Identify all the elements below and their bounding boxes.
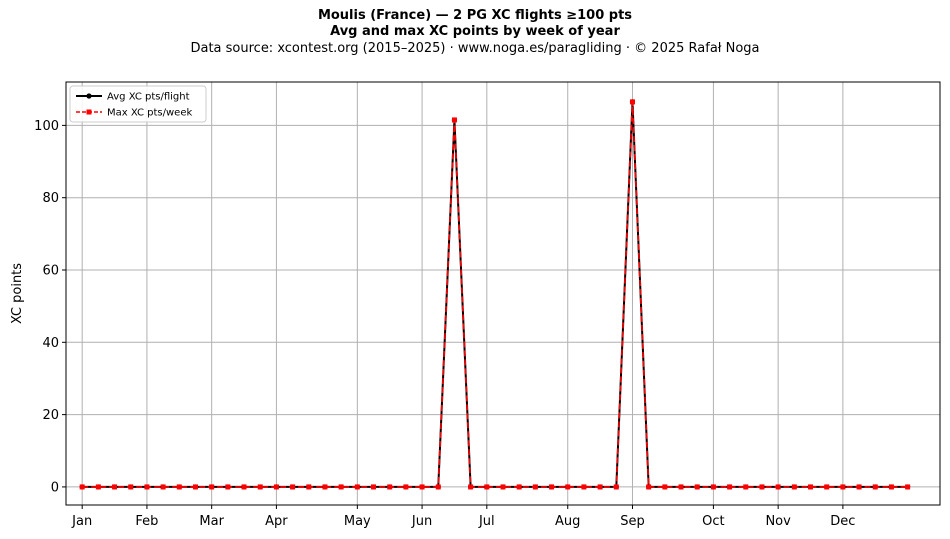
data-point — [743, 484, 749, 490]
data-point — [888, 484, 894, 490]
x-tick-label: Aug — [555, 514, 580, 529]
data-point — [662, 484, 668, 490]
y-tick-label: 60 — [42, 264, 59, 279]
data-point — [597, 484, 603, 490]
source-note: Data source: xcontest.org (2015–2025) · … — [190, 41, 760, 56]
data-point — [694, 484, 700, 490]
data-point — [516, 484, 522, 490]
x-tick-label: Dec — [830, 514, 855, 529]
legend-label: Max XC pts/week — [107, 108, 192, 119]
x-tick-label: Jul — [478, 514, 495, 529]
x-tick-label: Jan — [71, 514, 92, 529]
data-point — [306, 484, 312, 490]
data-point — [824, 484, 830, 490]
legend-entry: Avg XC pts/flight — [76, 92, 190, 103]
data-point — [95, 484, 101, 490]
y-tick-label: 0 — [51, 480, 59, 495]
grid — [66, 82, 940, 505]
chart-title: Moulis (France) — 2 PG XC flights ≥100 p… — [317, 8, 633, 23]
data-point — [856, 484, 862, 490]
data-point — [387, 484, 393, 490]
data-point — [241, 484, 247, 490]
legend-entry: Max XC pts/week — [76, 108, 192, 119]
legend: Avg XC pts/flight Max XC pts/week — [69, 85, 207, 123]
x-tick-label: Oct — [702, 514, 724, 529]
data-point — [419, 484, 425, 490]
x-tick-label: May — [344, 514, 371, 529]
series-1 — [79, 99, 911, 490]
legend-marker — [86, 109, 92, 115]
chart-subtitle: Avg and max XC points by week of year — [330, 24, 620, 39]
x-tick-label: Jun — [411, 514, 432, 529]
title-block: Moulis (France) — 2 PG XC flights ≥100 p… — [0, 8, 950, 57]
y-axis-label: XC points — [10, 263, 25, 324]
data-point — [451, 117, 457, 123]
data-point — [209, 484, 215, 490]
data-point — [727, 484, 733, 490]
data-point — [581, 484, 587, 490]
data-point — [791, 484, 797, 490]
data-point — [808, 484, 814, 490]
data-point — [225, 484, 231, 490]
x-tick-label: Sep — [620, 514, 645, 529]
series-2 — [79, 99, 911, 490]
data-point — [484, 484, 490, 490]
legend-marker — [86, 93, 92, 99]
data-point — [160, 484, 166, 490]
data-point — [371, 484, 377, 490]
x-tick-label: Feb — [135, 514, 158, 529]
data-point — [144, 484, 150, 490]
data-point — [759, 484, 765, 490]
data-point — [678, 484, 684, 490]
data-point — [549, 484, 555, 490]
data-point — [322, 484, 328, 490]
data-point — [468, 484, 474, 490]
data-point — [840, 484, 846, 490]
y-tick-label: 80 — [42, 191, 59, 206]
data-point — [710, 484, 716, 490]
data-point — [435, 484, 441, 490]
data-point — [176, 484, 182, 490]
data-point — [500, 484, 506, 490]
data-point — [646, 484, 652, 490]
data-point — [532, 484, 538, 490]
legend-label: Avg XC pts/flight — [107, 92, 190, 103]
ticks: 0 20 40 60 80 100 Jan Feb Mar Apr May Jun Jul Aug Sep O… — [34, 119, 855, 529]
data-point — [290, 484, 296, 490]
data-point — [112, 484, 118, 490]
legend-box — [69, 85, 207, 123]
series-line — [82, 101, 908, 488]
data-point — [338, 484, 344, 490]
data-point — [128, 484, 134, 490]
data-point — [354, 484, 360, 490]
data-point — [257, 484, 263, 490]
x-tick-label: Nov — [765, 514, 791, 529]
data-point — [192, 484, 198, 490]
data-point — [905, 484, 911, 490]
series-line — [82, 101, 908, 488]
y-tick-label: 40 — [42, 336, 59, 351]
data-point — [775, 484, 781, 490]
data-point — [565, 484, 571, 490]
x-tick-label: Mar — [199, 514, 224, 529]
series-layer — [79, 99, 911, 490]
data-point — [629, 99, 635, 105]
y-tick-label: 20 — [42, 408, 59, 423]
y-tick-label: 100 — [34, 119, 59, 134]
data-point — [403, 484, 409, 490]
data-point — [872, 484, 878, 490]
data-point — [79, 484, 85, 490]
plot-frame — [65, 81, 941, 506]
data-point — [613, 484, 619, 490]
data-point — [273, 484, 279, 490]
x-tick-label: Apr — [265, 514, 288, 529]
